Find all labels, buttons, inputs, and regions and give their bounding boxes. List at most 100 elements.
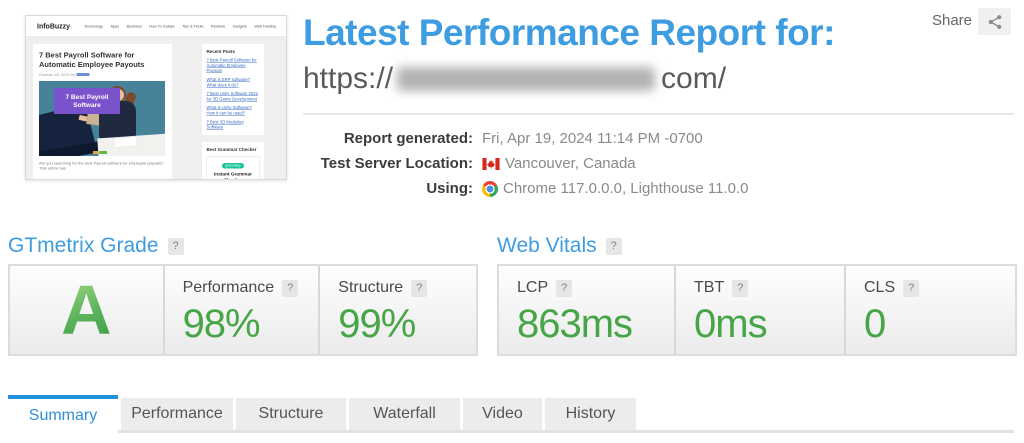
tab-summary[interactable]: Summary <box>8 395 118 433</box>
performance-label: Performance ? <box>183 279 319 297</box>
report-generated-value: Fri, Apr 19, 2024 11:14 PM -0700 <box>482 130 703 147</box>
performance-metric-cell: Performance ? 98% <box>165 266 321 354</box>
gtmetrix-grade-box: A Performance ? 98% Structure ? 99% <box>8 264 478 356</box>
thumbnail-nav-item: Tips & Tricks <box>182 23 204 29</box>
gtmetrix-grade-heading-text: GTmetrix Grade <box>8 234 159 257</box>
canada-flag-icon <box>482 157 500 170</box>
help-icon[interactable]: ? <box>903 279 920 297</box>
thumbnail-nav-item: How To Guides <box>149 23 175 29</box>
structure-metric-cell: Structure ? 99% <box>320 266 476 354</box>
thumbnail-sidebar: Recent Posts 7 Best Payroll Software for… <box>202 44 264 179</box>
thumbnail-nav-item: Apps <box>110 23 120 29</box>
help-icon[interactable]: ? <box>732 279 749 297</box>
structure-label-text: Structure <box>338 279 404 296</box>
lcp-value: 863ms <box>517 302 633 346</box>
grammar-checker-widget: Best Grammar Checker grammarly Instant G… <box>202 141 264 179</box>
thumbnail-article-date: October 28, 2022 by <box>39 72 76 77</box>
grammar-widget-title: Best Grammar Checker <box>206 146 257 152</box>
thumbnail-nav-item: Technology <box>84 23 104 29</box>
test-server-location-value: Vancouver, Canada <box>482 155 636 172</box>
cls-label: CLS ? <box>864 279 1015 297</box>
recent-post-link: What is ERP software? What does it do? <box>206 76 251 88</box>
thumbnail-article-excerpt: Are you searching for the best Payroll s… <box>39 160 164 171</box>
using-text: Chrome 117.0.0.0, Lighthouse 11.0.0 <box>503 180 749 197</box>
test-server-location-row: Test Server Location: Vancouver, Canada <box>303 151 748 176</box>
grade-letter: A <box>61 271 112 349</box>
thumbnail-nav-item: Reviews <box>211 23 226 29</box>
performance-value: 98% <box>182 302 261 346</box>
web-vitals-heading: Web Vitals ? <box>497 234 622 258</box>
tbt-label: TBT ? <box>694 279 844 297</box>
tbt-metric-cell: TBT ? 0ms <box>676 266 846 354</box>
thumbnail-article-author-link <box>76 73 90 77</box>
using-label: Using: <box>426 180 473 197</box>
grammarly-brand-pill: grammarly <box>221 162 245 169</box>
tab-bar: Performance Structure Waterfall Video Hi… <box>121 398 636 430</box>
thumbnail-nav-item: Business <box>126 23 142 29</box>
lcp-metric-cell: LCP ? 863ms <box>499 266 676 354</box>
thumbnail-article-title: 7 Best Payroll Software for Automatic Em… <box>39 51 145 69</box>
cls-label-text: CLS <box>864 279 896 296</box>
help-icon[interactable]: ? <box>282 279 299 297</box>
thumbnail-nav: Technology Apps Business How To Guides T… <box>84 24 276 29</box>
performance-label-text: Performance <box>182 279 275 296</box>
thumbnail-site-logo: InfoBuzzy <box>37 22 71 30</box>
recent-posts-widget: Recent Posts 7 Best Payroll Software for… <box>202 44 264 135</box>
tab-bar-underline <box>8 430 1014 433</box>
help-icon[interactable]: ? <box>605 237 622 255</box>
tab-waterfall[interactable]: Waterfall <box>349 398 460 430</box>
structure-label: Structure ? <box>338 279 476 297</box>
cls-metric-cell: CLS ? 0 <box>846 266 1015 354</box>
recent-post-link: 7 Best Payroll Software for Automatic Em… <box>206 57 257 74</box>
lcp-label: LCP ? <box>517 279 674 297</box>
redacted-url-segment <box>397 67 656 91</box>
recent-post-link: What is Unity Software? How it can be us… <box>206 105 252 116</box>
test-server-location-label: Test Server Location: <box>320 155 473 172</box>
recent-post-link: 7 Best Unity Software 2022 for 3D Game D… <box>206 91 259 102</box>
thumbnail-site-header: InfoBuzzy Technology Apps Business How T… <box>26 16 286 37</box>
report-details: Report generated: Fri, Apr 19, 2024 11:1… <box>303 126 749 201</box>
thumbnail-article-meta: October 28, 2022 by <box>39 72 166 77</box>
help-icon[interactable]: ? <box>167 237 184 255</box>
tab-performance[interactable]: Performance <box>121 398 233 430</box>
using-row: Using: Chrome 117.0.0.0, Lighthouse 11.0… <box>303 176 748 201</box>
thumbnail-featured-image: 7 Best Payroll Software <box>39 80 165 156</box>
thumbnail-nav-item: Gadgets <box>232 23 247 29</box>
report-generated-row: Report generated: Fri, Apr 19, 2024 11:1… <box>303 126 748 151</box>
grade-letter-cell: A <box>10 266 165 354</box>
tbt-label-text: TBT <box>694 279 725 296</box>
share-label: Share <box>931 12 972 29</box>
share-icon <box>988 14 1001 29</box>
featured-image-badge: 7 Best Payroll Software <box>54 87 120 114</box>
tab-video[interactable]: Video <box>463 398 542 430</box>
tested-page-thumbnail[interactable]: InfoBuzzy Technology Apps Business How T… <box>25 15 287 180</box>
structure-value: 99% <box>338 302 416 346</box>
tbt-value: 0ms <box>694 302 768 346</box>
page-title: Latest Performance Report for: <box>303 12 835 53</box>
thumbnail-page: InfoBuzzy Technology Apps Business How T… <box>26 16 286 179</box>
recent-posts-title: Recent Posts <box>206 49 236 54</box>
cls-value: 0 <box>864 302 886 346</box>
report-url-suffix: com/ <box>661 62 727 95</box>
share-button[interactable] <box>978 8 1011 35</box>
web-vitals-box: LCP ? 863ms TBT ? 0ms CLS ? 0 <box>497 264 1017 356</box>
gtmetrix-grade-heading: GTmetrix Grade ? <box>8 234 184 258</box>
recent-post-link: 7 Best 3D Modeling Software <box>206 119 244 130</box>
tab-structure[interactable]: Structure <box>236 398 346 430</box>
grammarly-ad: grammarly Instant Grammar Checker <box>206 155 260 179</box>
paper-illustration <box>113 135 138 148</box>
help-icon[interactable]: ? <box>556 279 573 297</box>
chrome-browser-icon <box>482 180 498 197</box>
report-generated-label: Report generated: <box>343 130 473 147</box>
help-icon[interactable]: ? <box>411 279 428 297</box>
tab-history[interactable]: History <box>545 398 636 430</box>
header-divider <box>303 113 1014 115</box>
grammarly-ad-title: Instant Grammar Checker <box>213 171 253 179</box>
image-watermark <box>93 150 107 154</box>
report-url: https:// com/ <box>303 62 726 96</box>
report-url-prefix: https:// <box>303 62 394 95</box>
thumbnail-nav-item: Web Hosting <box>254 23 276 29</box>
web-vitals-heading-text: Web Vitals <box>497 234 597 257</box>
test-server-location-text: Vancouver, Canada <box>505 155 636 172</box>
thumbnail-article: 7 Best Payroll Software for Automatic Em… <box>33 44 172 179</box>
